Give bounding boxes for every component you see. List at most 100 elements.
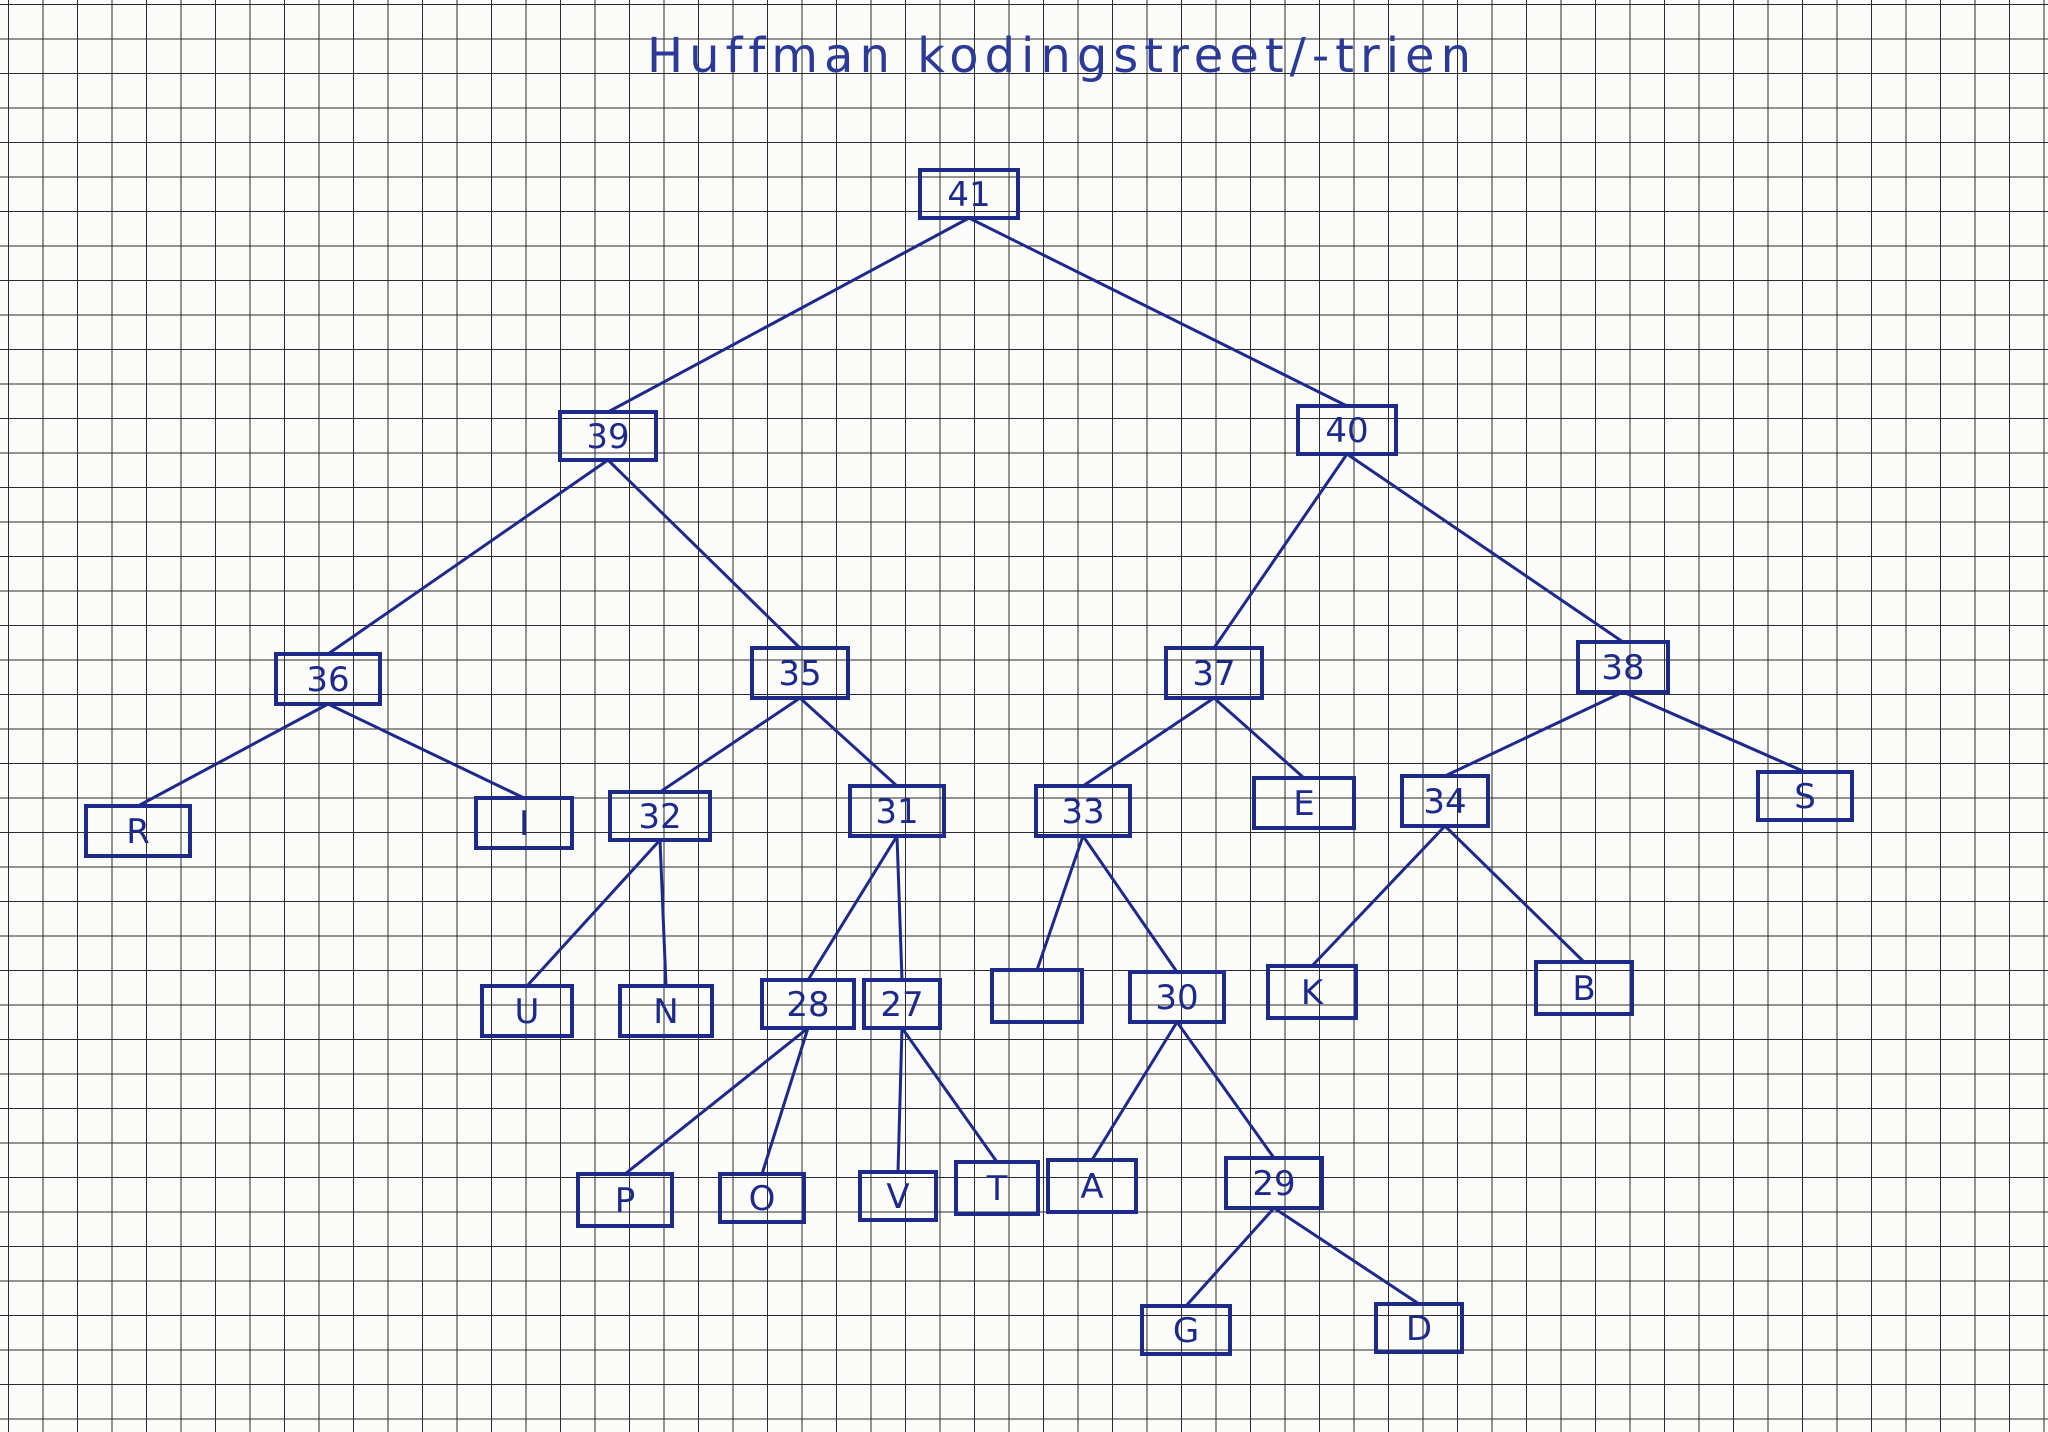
node-label: 33: [1061, 792, 1104, 832]
edge-33-Space: [1035, 834, 1085, 972]
node-box: [918, 168, 1020, 220]
tree-node-s: S: [1756, 770, 1854, 822]
edge-41-40: [967, 216, 1349, 408]
tree-node-space: [990, 968, 1084, 1024]
edge-39-36: [326, 458, 610, 656]
tree-node-t: T: [954, 1160, 1040, 1216]
edge-41-39: [606, 216, 971, 414]
node-label: K: [1301, 973, 1325, 1013]
node-box: [1224, 1156, 1324, 1210]
node-box: [274, 652, 382, 706]
node-box: [474, 796, 574, 850]
edge-29-G: [1184, 1206, 1276, 1308]
tree-node-a: A: [1046, 1158, 1138, 1214]
node-box: [954, 1160, 1040, 1216]
tree-node-35: 35: [750, 646, 850, 700]
node-label: 37: [1192, 654, 1235, 694]
edge-31-27: [895, 834, 904, 982]
node-label: 27: [880, 985, 923, 1025]
tree-node-32: 32: [608, 790, 712, 842]
node-label: 30: [1155, 978, 1198, 1018]
node-box: [558, 410, 658, 462]
tree-nodes: 41 39 40 36 35 37 38 R I 32 31 33 E 34 S U N 28 27 30 K B P O V T…: [84, 168, 1854, 1356]
node-label: U: [515, 992, 540, 1032]
tree-node-34: 34: [1400, 774, 1490, 828]
edge-29-D: [1272, 1206, 1421, 1306]
node-label: A: [1080, 1167, 1103, 1207]
node-label: N: [653, 992, 678, 1032]
node-box: [84, 804, 192, 858]
tree-node-30: 30: [1128, 970, 1226, 1024]
node-box: [858, 1170, 938, 1222]
node-label: T: [986, 1169, 1008, 1209]
node-label: E: [1293, 784, 1314, 824]
node-label: 41: [947, 175, 990, 215]
edge-40-37: [1212, 452, 1349, 650]
node-box: [1034, 784, 1132, 838]
tree-node-g: G: [1140, 1304, 1232, 1356]
edge-35-32: [658, 696, 802, 794]
node-box: [618, 984, 714, 1038]
edge-36-I: [326, 702, 526, 800]
node-box: [862, 978, 942, 1030]
node-label: 40: [1325, 411, 1368, 451]
edge-30-29: [1175, 1020, 1276, 1160]
edge-39-35: [606, 458, 802, 650]
node-label: 35: [778, 654, 821, 694]
node-label: G: [1173, 1311, 1199, 1351]
node-box: [1576, 640, 1670, 694]
edge-34-B: [1443, 824, 1586, 964]
tree-node-o: O: [718, 1172, 806, 1224]
node-box: [1046, 1158, 1138, 1214]
tree-node-33: 33: [1034, 784, 1132, 838]
edge-28-P: [623, 1026, 810, 1176]
tree-node-v: V: [858, 1170, 938, 1222]
node-label: P: [615, 1181, 636, 1221]
node-box: [990, 968, 1084, 1024]
node-box: [1400, 774, 1490, 828]
tree-node-29: 29: [1224, 1156, 1324, 1210]
edge-34-K: [1310, 824, 1447, 968]
node-label: 39: [586, 417, 629, 457]
node-label: 36: [306, 660, 349, 700]
edge-36-R: [136, 702, 330, 808]
edge-37-33: [1081, 696, 1216, 788]
tree-node-u: U: [480, 984, 574, 1038]
tree-edges: [136, 216, 1807, 1308]
edge-40-38: [1345, 452, 1625, 644]
edge-38-S: [1621, 690, 1807, 774]
edge-32-U: [525, 838, 662, 988]
node-box: [480, 984, 574, 1038]
tree-node-r: R: [84, 804, 192, 858]
tree-node-b: B: [1534, 960, 1634, 1016]
node-label: 29: [1252, 1164, 1295, 1204]
node-label: I: [519, 804, 529, 844]
edge-35-31: [798, 696, 899, 788]
node-box: [1164, 646, 1264, 700]
node-box: [1140, 1304, 1232, 1356]
node-box: [848, 784, 946, 838]
edge-31-28: [806, 834, 899, 982]
node-box: [718, 1172, 806, 1224]
tree-node-p: P: [576, 1172, 674, 1228]
edge-37-E: [1212, 696, 1306, 780]
tree-node-31: 31: [848, 784, 946, 838]
node-label: D: [1406, 1309, 1432, 1349]
tree-node-40: 40: [1296, 404, 1398, 456]
node-box: [1756, 770, 1854, 822]
tree-node-37: 37: [1164, 646, 1264, 700]
tree-node-k: K: [1266, 964, 1358, 1020]
node-box: [1296, 404, 1398, 456]
tree-node-27: 27: [862, 978, 942, 1030]
node-label: 32: [638, 797, 681, 837]
node-box: [1266, 964, 1358, 1020]
tree-node-36: 36: [274, 652, 382, 706]
tree-node-38: 38: [1576, 640, 1670, 694]
tree-node-n: N: [618, 984, 714, 1038]
edge-38-34: [1443, 690, 1625, 778]
edge-30-A: [1090, 1020, 1179, 1162]
edge-28-O: [760, 1026, 810, 1176]
node-label: V: [886, 1177, 909, 1217]
node-label: B: [1572, 969, 1595, 1009]
